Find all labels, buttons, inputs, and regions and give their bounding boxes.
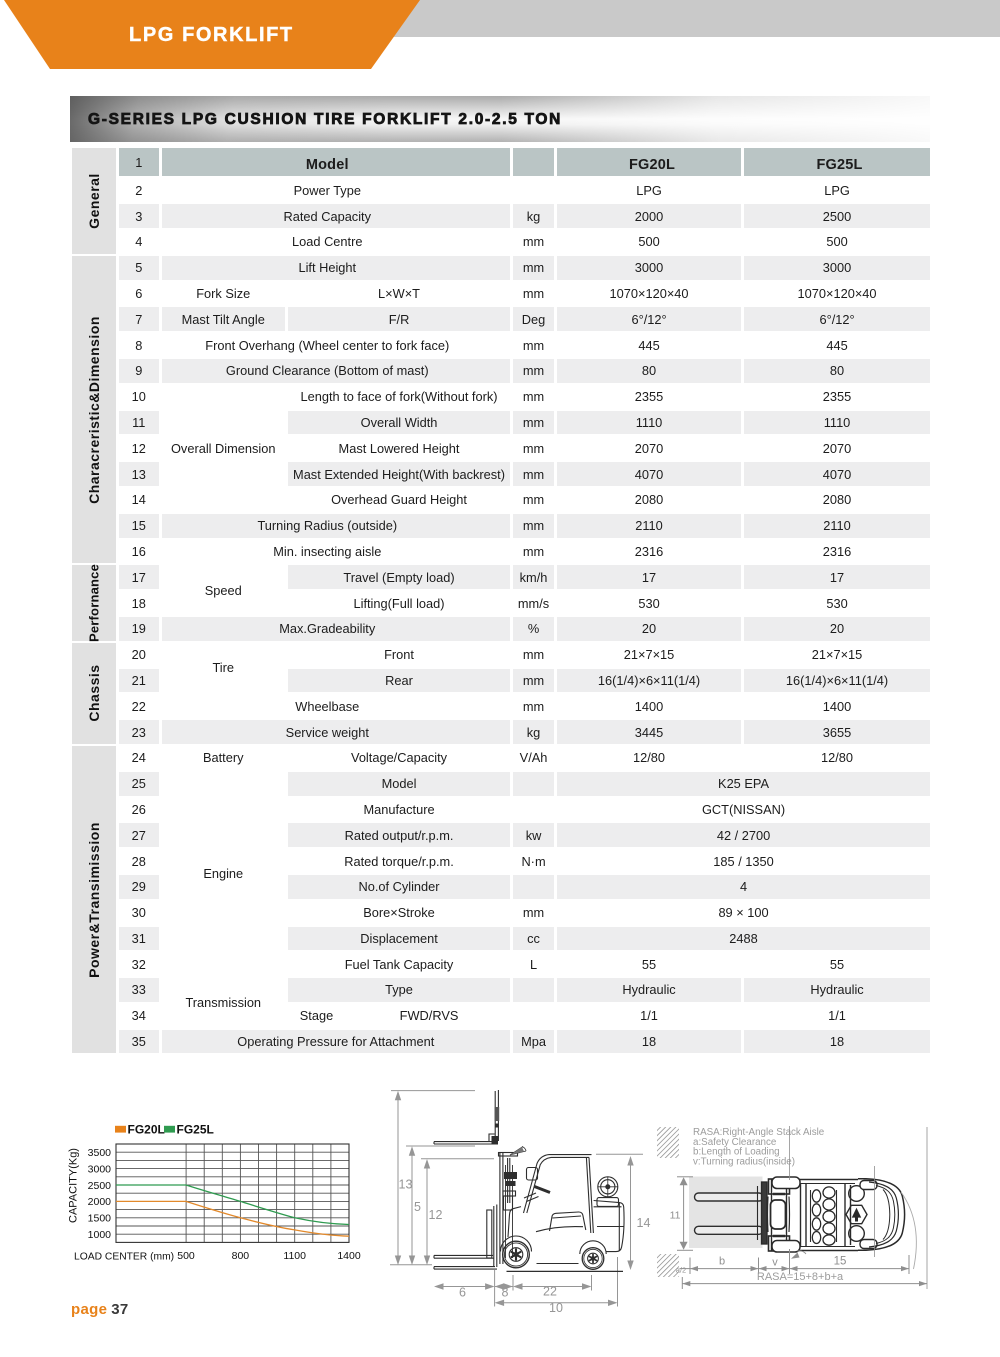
svg-text:FG25L: FG25L <box>177 1123 214 1137</box>
svg-text:6: 6 <box>459 1286 466 1300</box>
svg-text:3000: 3000 <box>88 1163 112 1175</box>
svg-text:5: 5 <box>414 1200 421 1214</box>
svg-text:800: 800 <box>232 1250 250 1262</box>
svg-text:2500: 2500 <box>88 1180 112 1192</box>
svg-text:12: 12 <box>429 1208 443 1222</box>
svg-text:a:Safety Clearance: a:Safety Clearance <box>693 1137 777 1148</box>
svg-text:b: b <box>719 1256 725 1268</box>
svg-text:RASA:Right-Angle Stack Aisle: RASA:Right-Angle Stack Aisle <box>693 1127 825 1138</box>
svg-text:b:Length of Loading: b:Length of Loading <box>693 1147 780 1158</box>
svg-text:3500: 3500 <box>88 1147 112 1159</box>
svg-text:8: 8 <box>502 1286 509 1300</box>
svg-text:LOAD CENTER (mm): LOAD CENTER (mm) <box>74 1252 174 1263</box>
svg-text:FG20L: FG20L <box>128 1123 165 1137</box>
svg-text:1000: 1000 <box>88 1229 112 1241</box>
svg-text:13: 13 <box>399 1178 413 1192</box>
svg-text:1500: 1500 <box>88 1213 112 1225</box>
svg-text:1400: 1400 <box>337 1250 361 1262</box>
svg-text:RASA=15+8+b+a: RASA=15+8+b+a <box>757 1271 844 1283</box>
svg-text:a/2: a/2 <box>676 1266 686 1275</box>
svg-text:11: 11 <box>670 1210 681 1222</box>
svg-text:14: 14 <box>637 1216 651 1230</box>
svg-text:500: 500 <box>177 1250 195 1262</box>
svg-text:1100: 1100 <box>283 1250 306 1262</box>
svg-text:v:Turning radius(inside): v:Turning radius(inside) <box>693 1156 795 1167</box>
svg-text:v: v <box>772 1257 778 1269</box>
svg-text:15: 15 <box>834 1256 847 1268</box>
svg-text:2000: 2000 <box>88 1196 112 1208</box>
svg-text:CAPACITY(Kg): CAPACITY(Kg) <box>68 1148 80 1223</box>
svg-text:22: 22 <box>543 1285 557 1299</box>
svg-text:10: 10 <box>549 1301 563 1315</box>
